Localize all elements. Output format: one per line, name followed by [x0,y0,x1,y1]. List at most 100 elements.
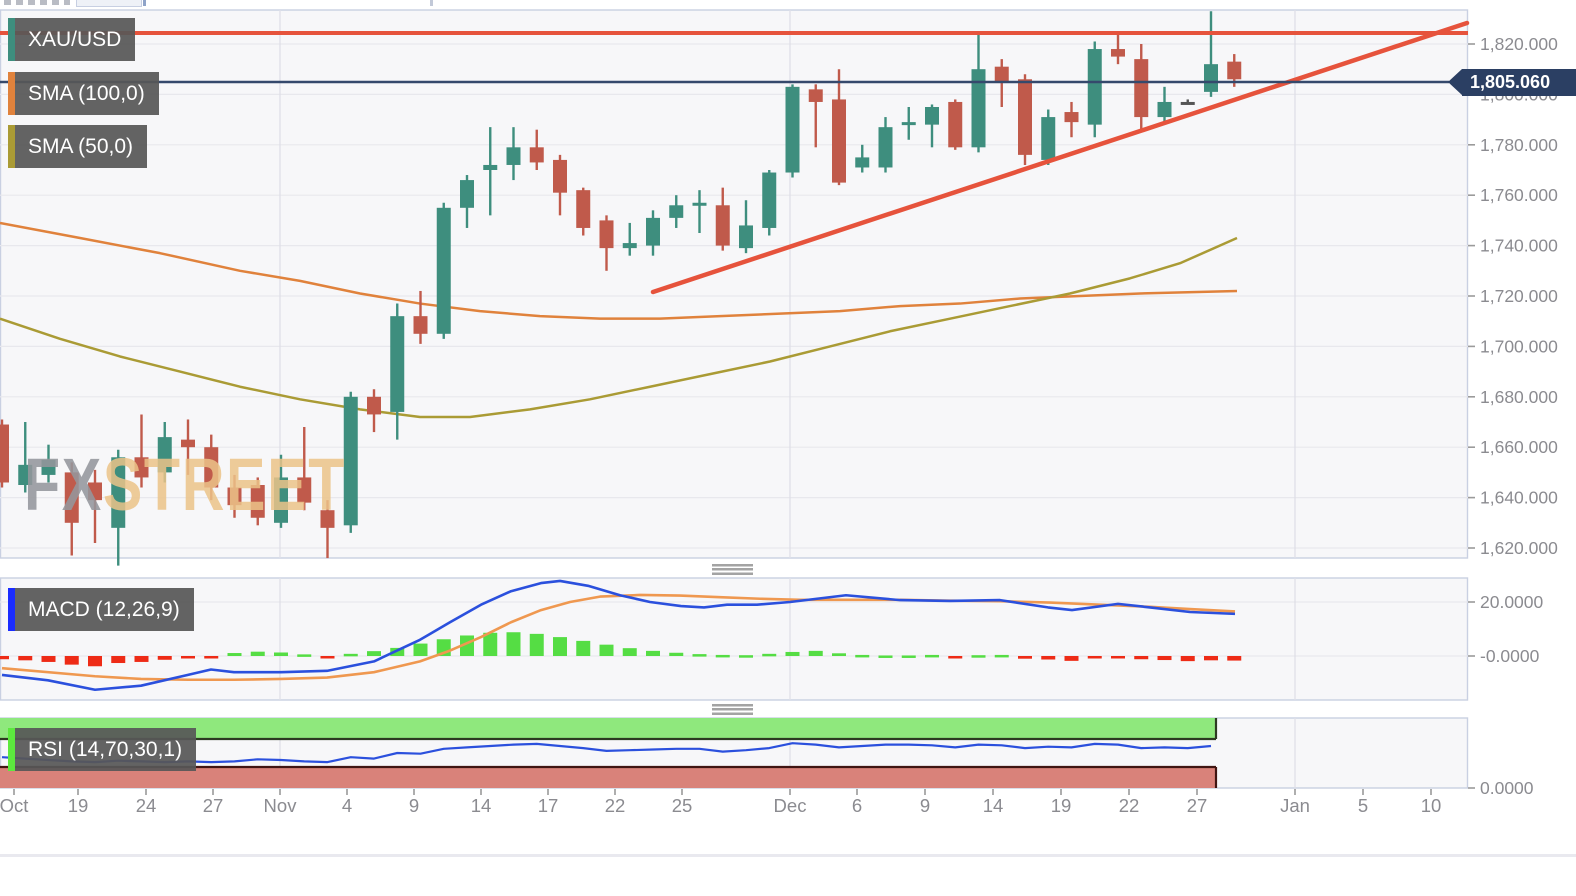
candle-body [1157,101,1172,118]
date-axis-label: 9 [920,795,930,816]
candle-body [599,220,614,249]
legend-sma50[interactable]: SMA (50,0) [8,125,148,168]
candle-body [181,439,195,448]
candle-body [1064,112,1079,123]
legend-xauusd[interactable]: XAU/USD [8,18,136,61]
candle-body [1087,49,1102,125]
price-axis-label: 1,720.000 [1480,286,1558,306]
macd-histogram-bar [692,654,707,657]
candle-body [0,424,9,483]
macd-histogram-bar [994,654,1009,658]
candle-body [227,487,242,506]
macd-histogram-bar [88,656,102,667]
macd-histogram-bar [1041,656,1056,660]
macd-histogram-bar [157,656,172,660]
macd-histogram-bar [204,656,219,659]
macd-histogram-bar [622,648,637,656]
candle-body [669,205,684,218]
candle-body [692,202,707,206]
candle-body [832,99,846,183]
date-axis-label: 10 [1421,795,1442,816]
legend-sma100[interactable]: SMA (100,0) [8,72,159,115]
macd-histogram-bar [878,655,893,658]
macd-histogram-bar [1180,656,1195,662]
macd-histogram-bar [1087,656,1102,659]
macd-histogram-bar [762,653,777,657]
macd-histogram-bar [134,656,149,662]
macd-histogram-bar [506,632,521,656]
macd-histogram-bar [41,656,56,662]
rsi-oversold-band [0,767,1216,788]
panel-resize-grip-macd[interactable] [712,564,753,575]
macd-histogram-bar [227,653,242,656]
candle-body [808,89,823,102]
legend-macd[interactable]: MACD (12,26,9) [8,588,194,631]
macd-panel[interactable] [0,577,1469,701]
macd-histogram-bar [111,656,126,664]
ascending-trendline [650,20,1470,295]
macd-histogram-bar [1204,656,1218,661]
legend-label: SMA (100,0) [28,82,145,105]
macd-line [1,579,1236,692]
macd-histogram-bar [901,655,916,658]
legend-rsi[interactable]: RSI (14,70,30,1) [8,728,197,771]
date-axis-label: 27 [1187,795,1208,816]
date-axis-label: Nov [264,795,298,816]
macd-histogram-bar [715,654,730,658]
candle-body [948,101,963,148]
candle-body [88,482,102,501]
panel-resize-grip-rsi[interactable] [712,704,753,715]
candle-body [274,477,288,523]
candle-body [157,437,172,473]
candle-body [134,457,149,478]
candle-body [483,164,498,170]
date-axis-label: 24 [136,795,157,816]
legend-label: MACD (12,26,9) [28,598,180,621]
macd-histogram-bar [576,640,591,656]
candle-body [297,477,312,503]
date-axis-label: Oct [0,795,28,816]
macd-histogram-bar [390,647,405,656]
date-axis-label: 6 [852,795,862,816]
macd-histogram-bar [948,656,963,659]
candle-body [436,207,451,334]
candle-body [971,69,986,148]
date-axis-label: 22 [1119,795,1140,816]
bottom-divider [0,854,1576,857]
candle-body [111,457,126,528]
price-axis-label: 1,820.000 [1480,34,1558,54]
candle-body [1111,49,1125,57]
rsi-line [1,742,1212,764]
candle-body [646,217,660,246]
candle-body [553,159,567,193]
current-price-tag: 1,805.060 [1448,69,1576,96]
candle-body [529,147,544,163]
candle-body [1227,61,1242,80]
date-axis-label: 22 [605,795,626,816]
candle-body [762,172,777,228]
price-axis-label: 1,700.000 [1480,336,1558,356]
date-axis-label: 27 [203,795,224,816]
candle-body [1041,117,1056,160]
macd-histogram-bar [855,654,870,658]
macd-histogram-bar [483,632,498,656]
sma100-line [0,221,1238,320]
date-axis-label: 25 [672,795,693,816]
date-axis-label: 17 [538,795,559,816]
price-panel[interactable] [0,9,1469,559]
date-axis-label: 4 [342,795,352,816]
candle-body [343,396,358,526]
legend-label: RSI (14,70,30,1) [28,738,183,761]
macd-histogram-bar [1134,656,1149,660]
macd-histogram-bar [413,643,428,656]
candle-body [204,447,219,488]
macd-histogram-bar [274,652,288,656]
candle-body [739,225,753,249]
candle-body [413,316,428,334]
date-axis-label: 14 [983,795,1004,816]
cropped-toolbar [0,0,1576,9]
cropped-marker-fragment [143,0,146,6]
cropped-marker-fragment [430,0,433,6]
price-axis-label: 1,740.000 [1480,236,1558,256]
